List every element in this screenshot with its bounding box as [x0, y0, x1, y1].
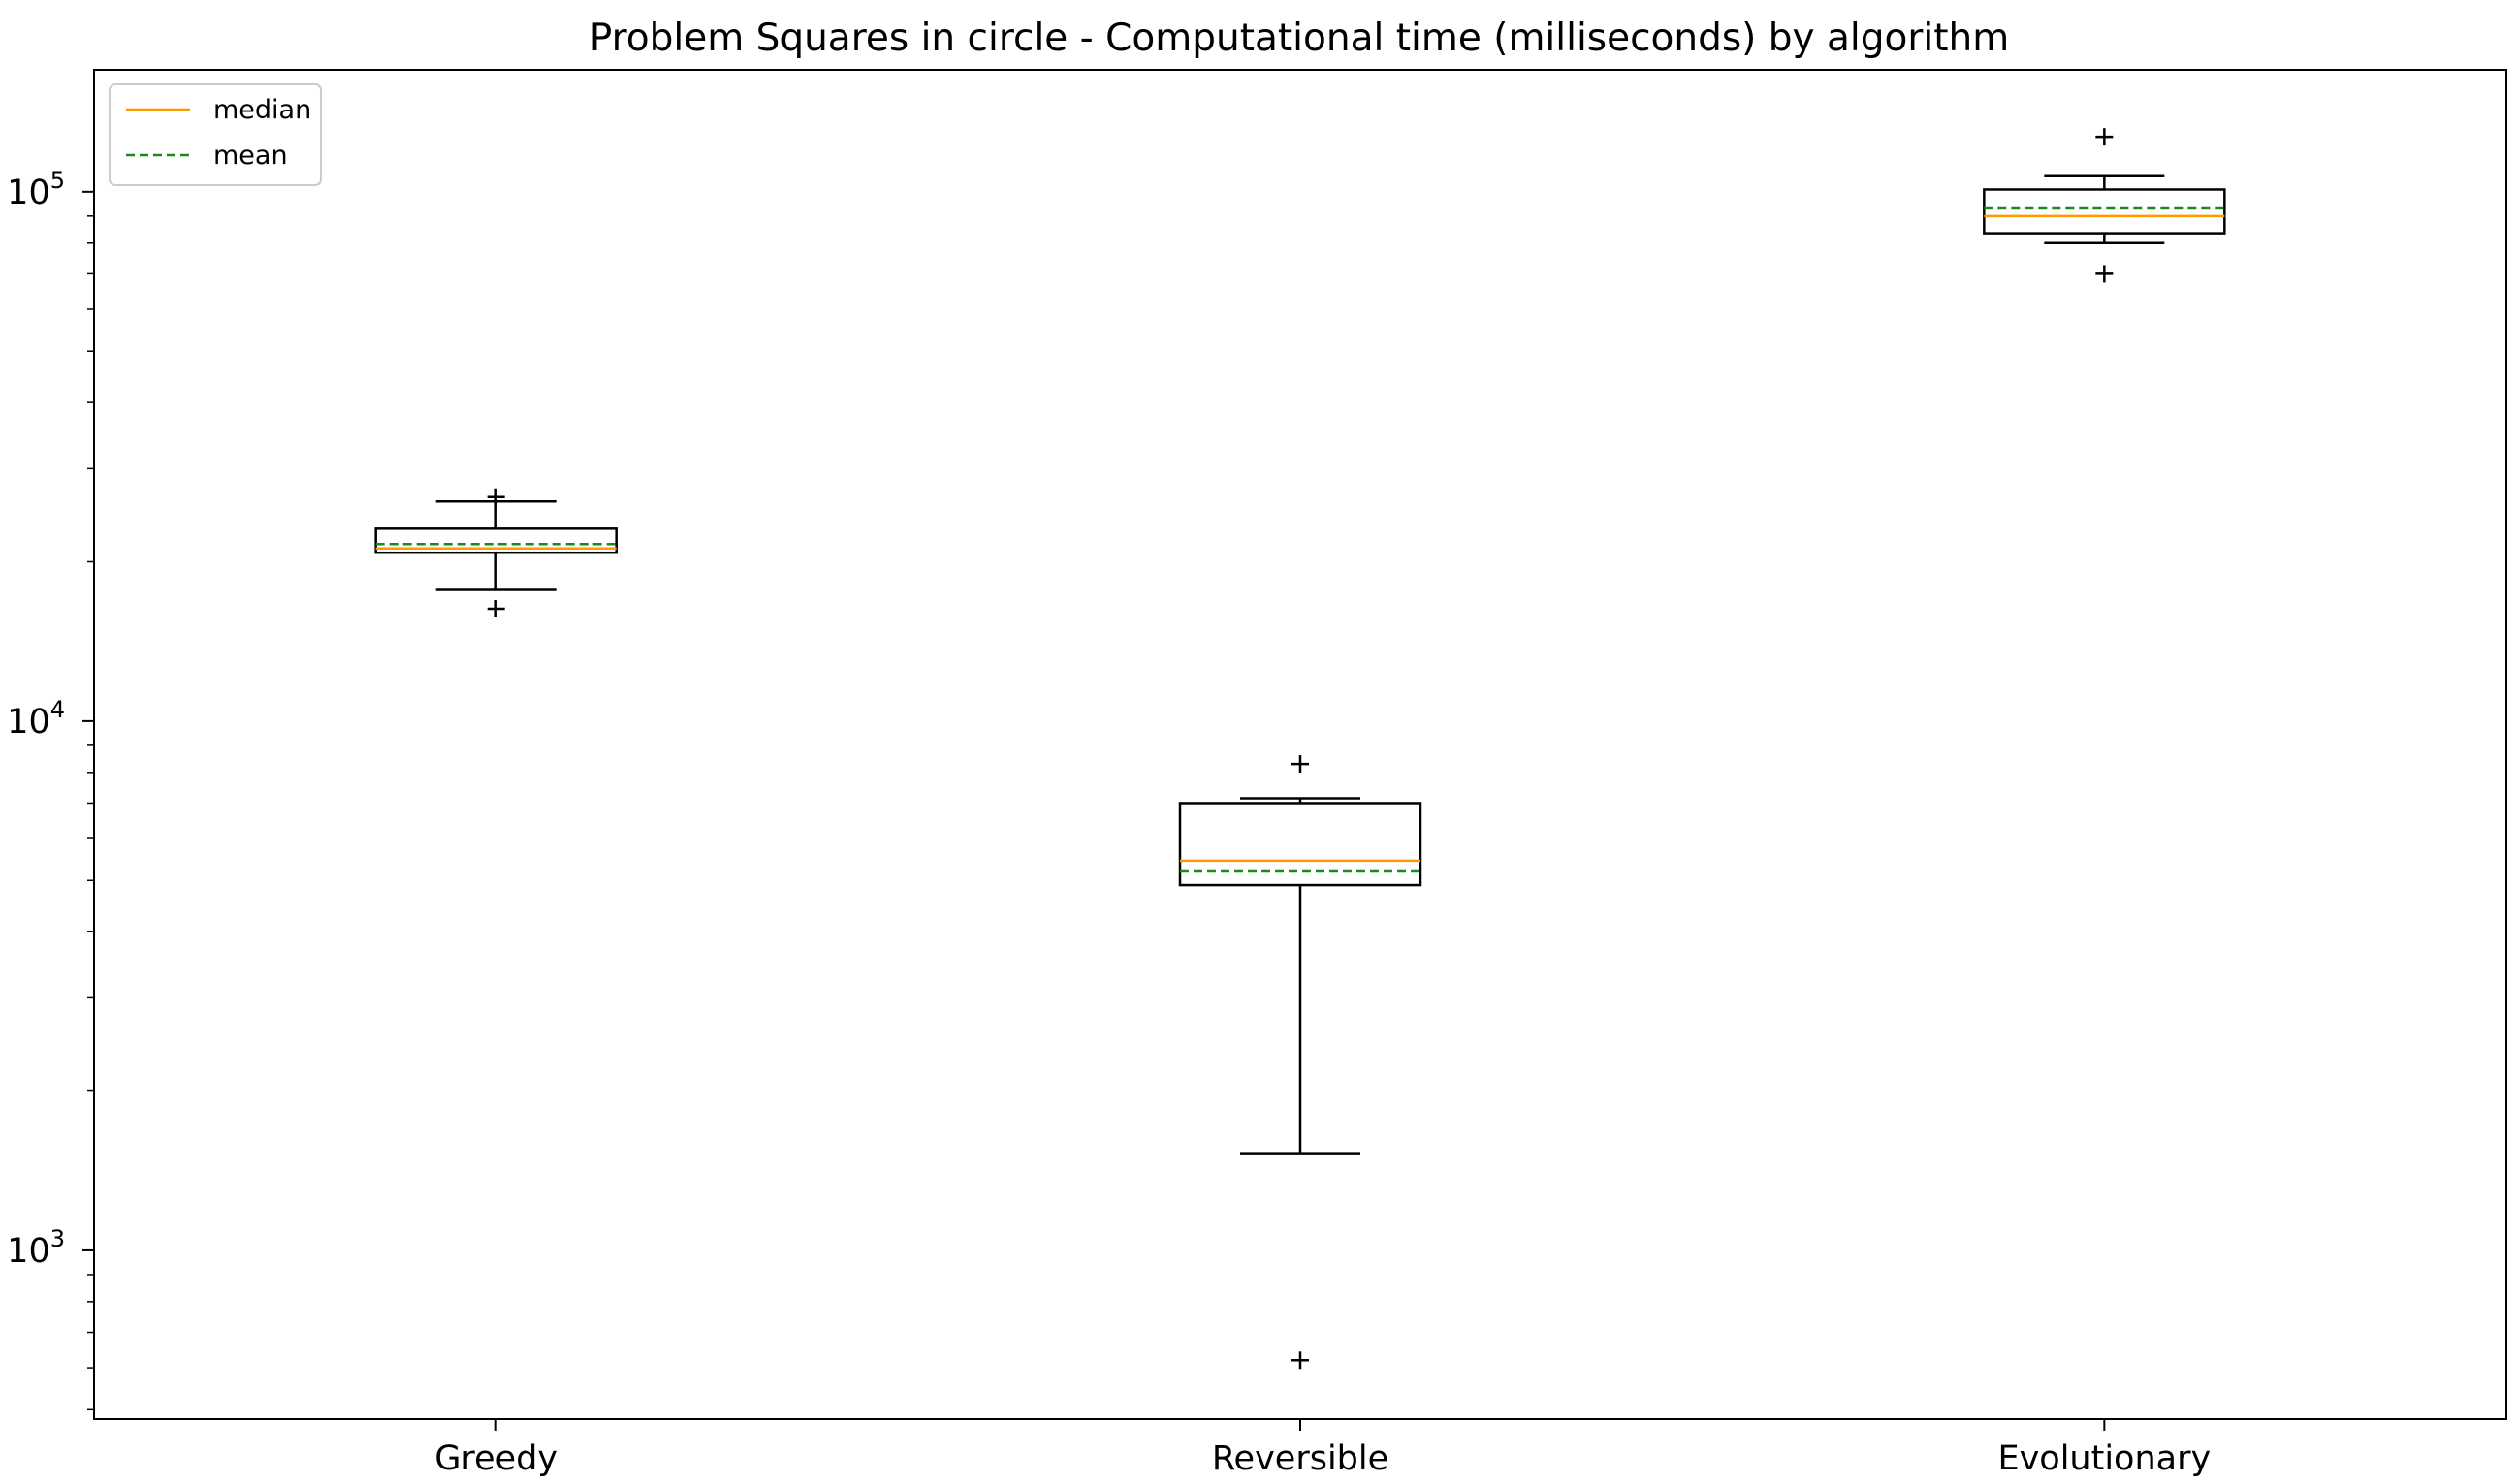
- legend-label-mean: mean: [213, 141, 288, 171]
- y-tick-label-0: 103: [7, 1225, 65, 1271]
- legend-label-median: median: [213, 95, 311, 125]
- outlier-0: [1291, 755, 1309, 774]
- chart-title: Problem Squares in circle - Computationa…: [590, 16, 2010, 60]
- outlier-1: [1291, 1351, 1309, 1370]
- y-tick-label-1: 104: [7, 696, 65, 742]
- y-tick-label-2: 105: [7, 167, 65, 212]
- y-tick-label-base: 10: [7, 703, 50, 742]
- y-tick-label-base: 10: [7, 1232, 50, 1271]
- x-tick-label-2: Evolutionary: [1997, 1439, 2211, 1478]
- iqr-box: [374, 527, 618, 554]
- outlier-1: [487, 488, 505, 506]
- y-tick-label-exponent: 3: [50, 1225, 65, 1252]
- box-series: [374, 128, 2226, 1370]
- y-tick-label-base: 10: [7, 174, 50, 212]
- iqr-box: [1178, 802, 1422, 887]
- outlier-1: [2095, 265, 2114, 283]
- x-tick-label-1: Reversible: [1212, 1439, 1388, 1478]
- box-0: [374, 488, 618, 618]
- outlier-0: [487, 600, 505, 618]
- iqr-box: [1983, 188, 2226, 235]
- box-2: [1983, 128, 2226, 283]
- legend: median mean: [109, 83, 322, 186]
- plot-area-frame: [93, 69, 2507, 1420]
- y-tick-label-exponent: 5: [50, 167, 65, 194]
- x-tick-label-0: Greedy: [434, 1439, 558, 1478]
- y-tick-label-exponent: 4: [50, 696, 65, 723]
- outlier-0: [2095, 128, 2114, 146]
- box-1: [1178, 755, 1422, 1370]
